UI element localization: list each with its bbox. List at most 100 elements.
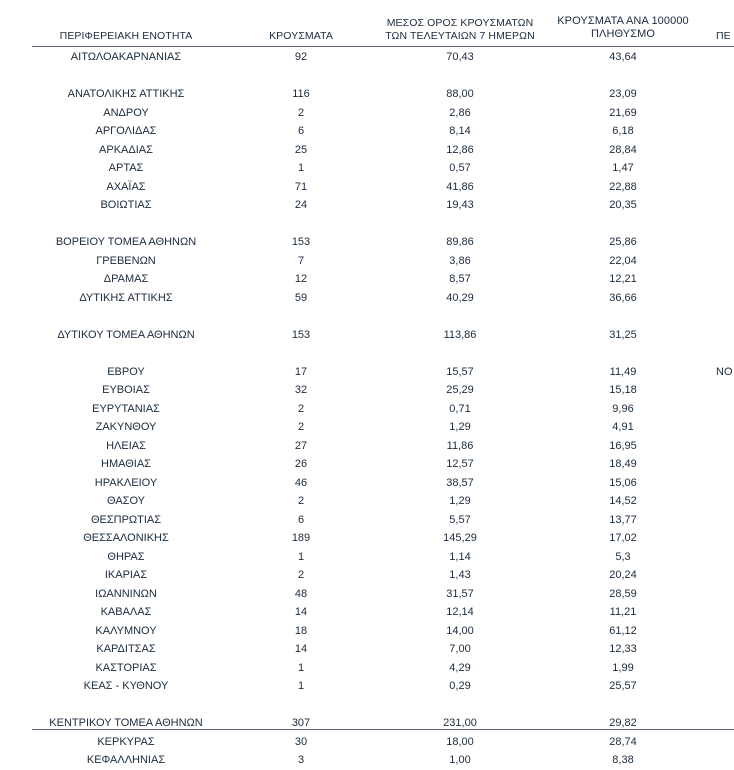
table-body: ΑΙΤΩΛΟΑΚΑΡΝΑΝΙΑΣ 92 70,43 43,64 ΑΝΑΤΟΛΙΚΗΣ Α…	[0, 48, 734, 770]
cases-cell: 6	[297, 513, 305, 526]
weekly-average-cell: 0,29	[449, 680, 471, 692]
column-header-cases-label: ΚΡΟΥΣΜΑΤΑ	[269, 30, 333, 42]
cases-cell: 30	[294, 735, 308, 748]
region-name-cell: ΔΡΑΜΑΣ	[103, 273, 149, 285]
cases-cell: 2	[297, 421, 305, 433]
per-100000-cell: 9,96	[612, 402, 634, 415]
table-row: ΑΝΑΤΟΛΙΚΗΣ ΑΤΤΙΚΗΣ 116 88,00 23,09	[0, 85, 734, 104]
per-100000-cell: 11,49	[609, 365, 637, 378]
weekly-average-cell: 31,57	[446, 587, 474, 600]
region-name-cell: ΚΑΛΥΜΝΟΥ	[95, 624, 157, 637]
column-header-clipped-right: ΠΕ	[716, 30, 731, 42]
per-100000-cell: 15,18	[609, 384, 637, 396]
cases-cell: 24	[294, 199, 308, 211]
table-row-spacer	[0, 696, 734, 715]
column-header-per-100000: ΚΡΟΥΣΜΑΤΑ ΑΝΑ 100000 ΠΛΗΘΥΣΜΟ	[548, 15, 698, 41]
per-100000-cell: 11,21	[609, 606, 637, 618]
header-rule	[32, 46, 734, 47]
column-header-cases: ΚΡΟΥΣΜΑΤΑ	[232, 30, 370, 43]
weekly-average-cell: 88,00	[446, 88, 474, 100]
cases-cell: 27	[294, 439, 308, 452]
region-name-cell: ΚΕΦΑΛΛΗΝΙΑΣ	[86, 754, 166, 766]
per-100000-cell: 13,77	[609, 513, 637, 526]
weekly-average-cell: 5,57	[449, 513, 471, 526]
column-header-weekly-average-line1: ΜΕΣΟΣ ΟΡΟΣ ΚΡΟΥΣΜΑΤΩΝ	[386, 17, 534, 29]
weekly-average-cell: 8,14	[449, 125, 471, 137]
table-row: ΙΩΑΝΝΙΝΩΝ 48 31,57 28,59	[0, 585, 734, 604]
cases-cell: 1	[297, 680, 305, 692]
table-row: ΚΕΦΑΛΛΗΝΙΑΣ 3 1,00 8,38	[0, 751, 734, 770]
region-name-cell: ΑΧΑΪΑΣ	[106, 180, 146, 193]
cases-cell: 92	[294, 51, 308, 63]
cases-cell: 17	[294, 365, 308, 378]
region-name-cell: ΖΑΚΥΝΘΟΥ	[95, 421, 157, 433]
region-name-cell: ΒΟΙΩΤΙΑΣ	[100, 199, 152, 211]
weekly-average-cell: 8,57	[449, 273, 471, 285]
region-name-cell: ΕΒΡΟΥ	[107, 365, 145, 378]
weekly-average-cell: 4,29	[449, 661, 471, 674]
weekly-average-cell: 25,29	[446, 384, 474, 396]
region-name-cell: ΗΜΑΘΙΑΣ	[101, 458, 151, 470]
per-100000-cell: 18,49	[609, 458, 637, 470]
weekly-average-cell: 18,00	[446, 735, 474, 748]
cases-cell: 71	[294, 180, 308, 193]
cases-cell: 14	[294, 606, 308, 618]
region-name-cell: ΔΥΤΙΚΗΣ ΑΤΤΙΚΗΣ	[79, 291, 173, 304]
weekly-average-cell: 12,86	[446, 143, 474, 156]
column-header-region-label: ΠΕΡΙΦΕΡΕΙΑΚΗ ΕΝΟΤΗΤΑ	[59, 30, 193, 42]
table-header: ΠΕΡΙΦΕΡΕΙΑΚΗ ΕΝΟΤΗΤΑ ΚΡΟΥΣΜΑΤΑ ΜΕΣΟΣ ΟΡΟ…	[0, 0, 734, 46]
region-name-cell: ΙΩΑΝΝΙΝΩΝ	[95, 587, 157, 600]
weekly-average-cell: 2,86	[449, 106, 471, 119]
table-row: ΚΑΒΑΛΑΣ 14 12,14 11,21	[0, 603, 734, 622]
table-row: ΕΥΒΟΙΑΣ 32 25,29 15,18	[0, 381, 734, 400]
cases-cell: 307	[291, 717, 311, 729]
region-name-cell: ΚΑΣΤΟΡΙΑΣ	[95, 661, 157, 674]
weekly-average-cell: 145,29	[443, 532, 477, 544]
table-row: ΘΕΣΣΑΛΟΝΙΚΗΣ 189 145,29 17,02	[0, 529, 734, 548]
weekly-average-cell: 12,14	[446, 606, 474, 618]
weekly-average-cell: 3,86	[449, 254, 471, 267]
per-100000-cell: 15,06	[609, 476, 637, 489]
table-row: ΒΟΙΩΤΙΑΣ 24 19,43 20,35	[0, 196, 734, 215]
weekly-average-cell: 1,43	[449, 569, 471, 581]
per-100000-cell: 20,35	[609, 199, 637, 211]
region-name-cell: ΑΡΓΟΛΙΔΑΣ	[95, 125, 157, 137]
cases-cell: 26	[294, 458, 308, 470]
region-name-cell: ΗΛΕΙΑΣ	[106, 439, 146, 452]
table-row: ΘΕΣΠΡΩΤΙΑΣ 6 5,57 13,77	[0, 511, 734, 530]
weekly-average-cell: 38,57	[446, 476, 474, 489]
per-100000-cell: 29,82	[609, 717, 637, 729]
weekly-average-cell: 41,86	[446, 180, 474, 193]
weekly-average-cell: 113,86	[443, 328, 477, 341]
per-100000-cell: 28,59	[609, 587, 637, 600]
cases-cell: 6	[297, 125, 305, 137]
table-row-spacer	[0, 344, 734, 363]
table-row: ΗΜΑΘΙΑΣ 26 12,57 18,49	[0, 455, 734, 474]
region-name-cell: ΚΑΒΑΛΑΣ	[100, 606, 152, 618]
cases-cell: 116	[292, 88, 310, 100]
table-row: ΚΑΛΥΜΝΟΥ 18 14,00 61,12	[0, 622, 734, 641]
table-row: ΚΕΑΣ - ΚΥΘΝΟΥ 1 0,29 25,57	[0, 677, 734, 696]
table-row-spacer	[0, 215, 734, 234]
table-row: ΑΡΓΟΛΙΔΑΣ 6 8,14 6,18	[0, 122, 734, 141]
per-100000-cell: 22,88	[609, 180, 637, 193]
weekly-average-cell: 1,29	[449, 495, 471, 507]
region-name-cell: ΚΑΡΔΙΤΣΑΣ	[96, 643, 156, 655]
cases-cell: 18	[294, 624, 308, 637]
cases-cell: 2	[297, 495, 305, 507]
cases-cell: 153	[291, 328, 311, 341]
per-100000-cell: 21,69	[609, 106, 637, 119]
region-name-cell: ΚΕΡΚΥΡΑΣ	[97, 735, 155, 748]
region-name-cell: ΑΝΔΡΟΥ	[103, 106, 149, 119]
table-row: ΑΡΤΑΣ 1 0,57 1,47	[0, 159, 734, 178]
per-100000-cell: 61,12	[609, 624, 637, 637]
weekly-average-cell: 7,00	[449, 643, 471, 655]
cases-cell: 48	[294, 587, 308, 600]
weekly-average-cell: 15,57	[446, 365, 474, 378]
clipped-right-text: ΝΟ	[716, 365, 733, 378]
column-header-weekly-average: ΜΕΣΟΣ ΟΡΟΣ ΚΡΟΥΣΜΑΤΩΝ ΤΩΝ ΤΕΛΕΥΤΑΙΩΝ 7 Η…	[372, 17, 548, 43]
table-row: ΑΡΚΑΔΙΑΣ 25 12,86 28,84	[0, 141, 734, 160]
cases-cell: 189	[291, 532, 311, 544]
column-header-weekly-average-line2: ΤΩΝ ΤΕΛΕΥΤΑΙΩΝ 7 ΗΜΕΡΩΝ	[385, 30, 535, 42]
